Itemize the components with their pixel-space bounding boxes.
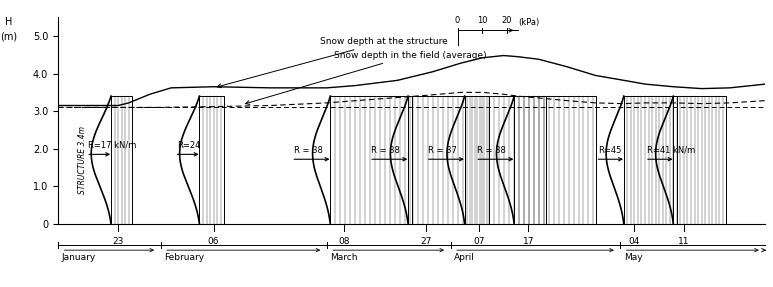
Text: 23: 23	[112, 237, 124, 246]
Text: R=45: R=45	[598, 146, 621, 155]
Text: 04: 04	[628, 237, 640, 246]
Bar	[673, 96, 727, 224]
Text: R = 38: R = 38	[294, 146, 322, 155]
Text: (m): (m)	[0, 32, 17, 42]
Text: 06: 06	[208, 237, 220, 246]
Text: May: May	[624, 253, 642, 262]
Text: 11: 11	[678, 237, 690, 246]
Text: 27: 27	[420, 237, 431, 246]
Text: R = 38: R = 38	[478, 146, 506, 155]
Text: H: H	[5, 17, 12, 27]
Bar	[408, 96, 489, 224]
Text: February: February	[164, 253, 204, 262]
Text: Snow depth at the structure: Snow depth at the structure	[217, 37, 448, 88]
Text: Snow depth in the field (average): Snow depth in the field (average)	[246, 51, 486, 104]
Bar	[465, 96, 546, 224]
Text: April: April	[454, 253, 475, 262]
Bar	[111, 96, 132, 224]
Text: R = 37: R = 37	[428, 146, 457, 155]
Bar	[199, 96, 224, 224]
Text: 07: 07	[473, 237, 485, 246]
Text: STRUCTURE 3.4m: STRUCTURE 3.4m	[78, 126, 87, 194]
Text: 17: 17	[523, 237, 534, 246]
Text: 20: 20	[502, 16, 512, 25]
Bar	[624, 96, 677, 224]
Bar	[330, 96, 411, 224]
Text: March: March	[330, 253, 358, 262]
Text: January: January	[62, 253, 96, 262]
Text: 08: 08	[339, 237, 350, 246]
Text: R = 38: R = 38	[371, 146, 400, 155]
Text: 10: 10	[477, 16, 488, 25]
Text: R=24: R=24	[177, 141, 200, 150]
Text: R=41 kN/m: R=41 kN/m	[647, 146, 696, 155]
Bar	[514, 96, 595, 224]
Text: (kPa): (kPa)	[519, 18, 540, 27]
Text: R=17 kN/m: R=17 kN/m	[88, 141, 137, 150]
Text: 0: 0	[455, 16, 460, 25]
